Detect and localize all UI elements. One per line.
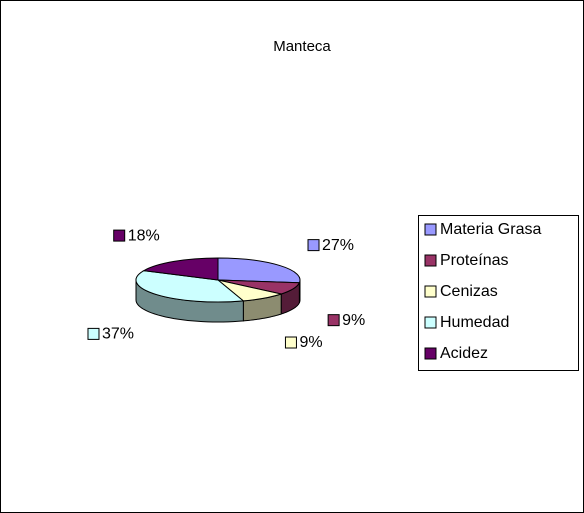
data-label: 27% xyxy=(322,237,354,254)
legend-key xyxy=(424,285,437,298)
legend-box xyxy=(418,215,579,371)
label-key xyxy=(284,336,297,349)
label-key xyxy=(307,239,320,252)
legend-label: Acidez xyxy=(440,345,488,362)
data-label: 9% xyxy=(342,312,365,329)
legend-label: Cenizas xyxy=(440,283,498,300)
slice xyxy=(217,257,301,284)
legend-key xyxy=(424,316,437,329)
legend-key xyxy=(424,254,437,267)
legend-label: Humedad xyxy=(440,314,509,331)
data-label: 18% xyxy=(128,227,160,244)
legend-label: Proteínas xyxy=(440,252,508,269)
slice xyxy=(142,257,219,281)
chart-title: Manteca xyxy=(273,38,331,55)
data-label: 9% xyxy=(299,334,322,351)
slice xyxy=(135,270,245,303)
legend-key xyxy=(424,223,437,236)
label-key xyxy=(87,327,100,340)
data-label: 37% xyxy=(102,326,134,343)
label-key xyxy=(113,229,126,242)
label-key xyxy=(327,314,340,327)
legend-label: Materia Grasa xyxy=(440,221,541,238)
legend-key xyxy=(424,347,437,360)
